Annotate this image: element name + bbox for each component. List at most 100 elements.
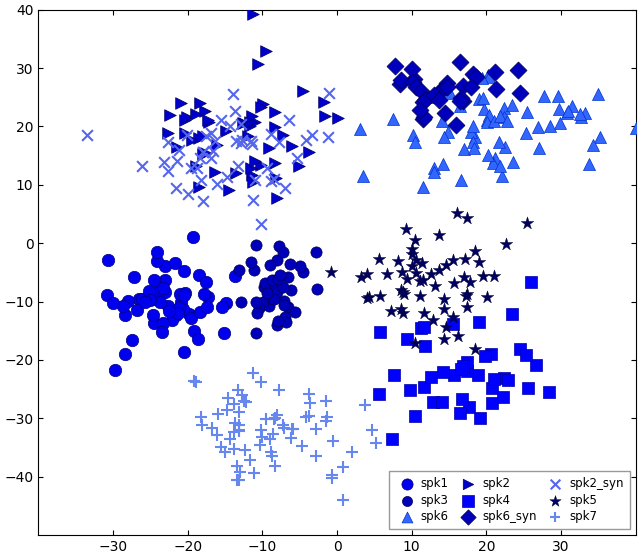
spk6: [488, 158, 499, 167]
spk1: [103, 256, 113, 265]
spk4: [458, 361, 468, 370]
spk1: [120, 349, 131, 358]
spk3: [264, 302, 274, 311]
spk7: [287, 425, 298, 434]
spk1: [160, 276, 170, 285]
spk7: [250, 469, 260, 478]
spk3: [273, 317, 283, 326]
spk7: [321, 396, 331, 405]
spk2: [247, 112, 257, 121]
spk7: [268, 451, 278, 460]
spk7: [270, 461, 280, 470]
spk6_syn: [465, 83, 476, 92]
spk4: [515, 345, 525, 354]
spk2_syn: [172, 156, 182, 165]
spk2: [248, 178, 259, 187]
spk7: [234, 476, 244, 485]
spk6: [469, 144, 479, 153]
spk6: [437, 117, 447, 126]
spk2: [278, 131, 288, 140]
spk3: [311, 248, 321, 257]
spk3: [262, 288, 272, 297]
spk5: [470, 344, 481, 353]
spk4: [387, 434, 397, 443]
spk2_syn: [198, 196, 209, 205]
spk7: [256, 426, 266, 435]
spk2: [245, 121, 255, 130]
spk1: [147, 311, 157, 320]
spk6: [502, 116, 512, 125]
spk1: [200, 277, 211, 286]
spk5: [433, 266, 444, 275]
spk1: [184, 310, 195, 319]
spk3: [251, 240, 261, 249]
spk6: [455, 101, 465, 110]
spk7: [371, 439, 381, 448]
spk1: [230, 272, 240, 281]
spk5: [482, 292, 492, 301]
spk1: [132, 306, 142, 315]
spk3: [285, 259, 296, 268]
spk2: [203, 116, 213, 124]
spk4: [375, 327, 385, 336]
spk6: [584, 159, 594, 168]
spk6: [508, 157, 518, 166]
spk6: [631, 124, 640, 133]
spk5: [460, 254, 470, 263]
spk2_syn: [212, 179, 223, 188]
spk4: [374, 389, 384, 398]
spk1: [193, 334, 203, 343]
spk7: [225, 434, 235, 443]
spk2: [200, 106, 210, 115]
spk5: [399, 290, 410, 299]
spk4: [449, 371, 459, 379]
spk2_syn: [159, 157, 170, 166]
spk2_syn: [182, 131, 192, 140]
spk5: [326, 267, 336, 276]
spk4: [463, 402, 474, 411]
spk2: [204, 117, 214, 126]
spk5: [419, 308, 429, 317]
spk6: [499, 104, 509, 113]
spk5: [448, 256, 458, 264]
spk6: [388, 114, 398, 123]
spk7: [287, 424, 297, 433]
spk1: [140, 298, 150, 307]
spk5: [452, 208, 462, 217]
spk7: [216, 442, 227, 451]
spk4: [487, 384, 497, 393]
spk5: [440, 261, 451, 270]
spk6: [580, 109, 590, 118]
spk4: [437, 397, 447, 406]
spk7: [285, 433, 296, 442]
spk7: [275, 385, 285, 394]
spk2: [298, 87, 308, 96]
spk2: [304, 148, 314, 157]
spk6_syn: [442, 78, 452, 87]
spk3: [236, 297, 246, 306]
spk6: [499, 113, 509, 122]
spk6: [595, 133, 605, 142]
spk2_syn: [250, 176, 260, 185]
spk4: [419, 323, 429, 331]
spk6_syn: [409, 74, 419, 83]
spk2: [287, 141, 297, 150]
spk3: [272, 320, 282, 329]
spk3: [274, 242, 284, 251]
spk3: [298, 267, 308, 276]
spk3: [312, 285, 323, 294]
spk2_syn: [229, 106, 239, 115]
spk6_syn: [440, 109, 451, 118]
spk2_syn: [216, 115, 227, 124]
Legend: spk1, spk3, spk6, spk2, spk4, spk6_syn, spk2_syn, spk5, spk7: spk1, spk3, spk6, spk2, spk4, spk6_syn, …: [389, 471, 630, 529]
spk6: [429, 163, 439, 172]
spk7: [234, 426, 244, 435]
spk2_syn: [246, 137, 256, 146]
spk6: [478, 93, 488, 102]
spk5: [362, 270, 372, 278]
spk5: [461, 292, 471, 301]
spk6: [593, 90, 603, 99]
spk7: [237, 391, 248, 400]
spk7: [212, 430, 223, 439]
spk6_syn: [420, 96, 430, 105]
